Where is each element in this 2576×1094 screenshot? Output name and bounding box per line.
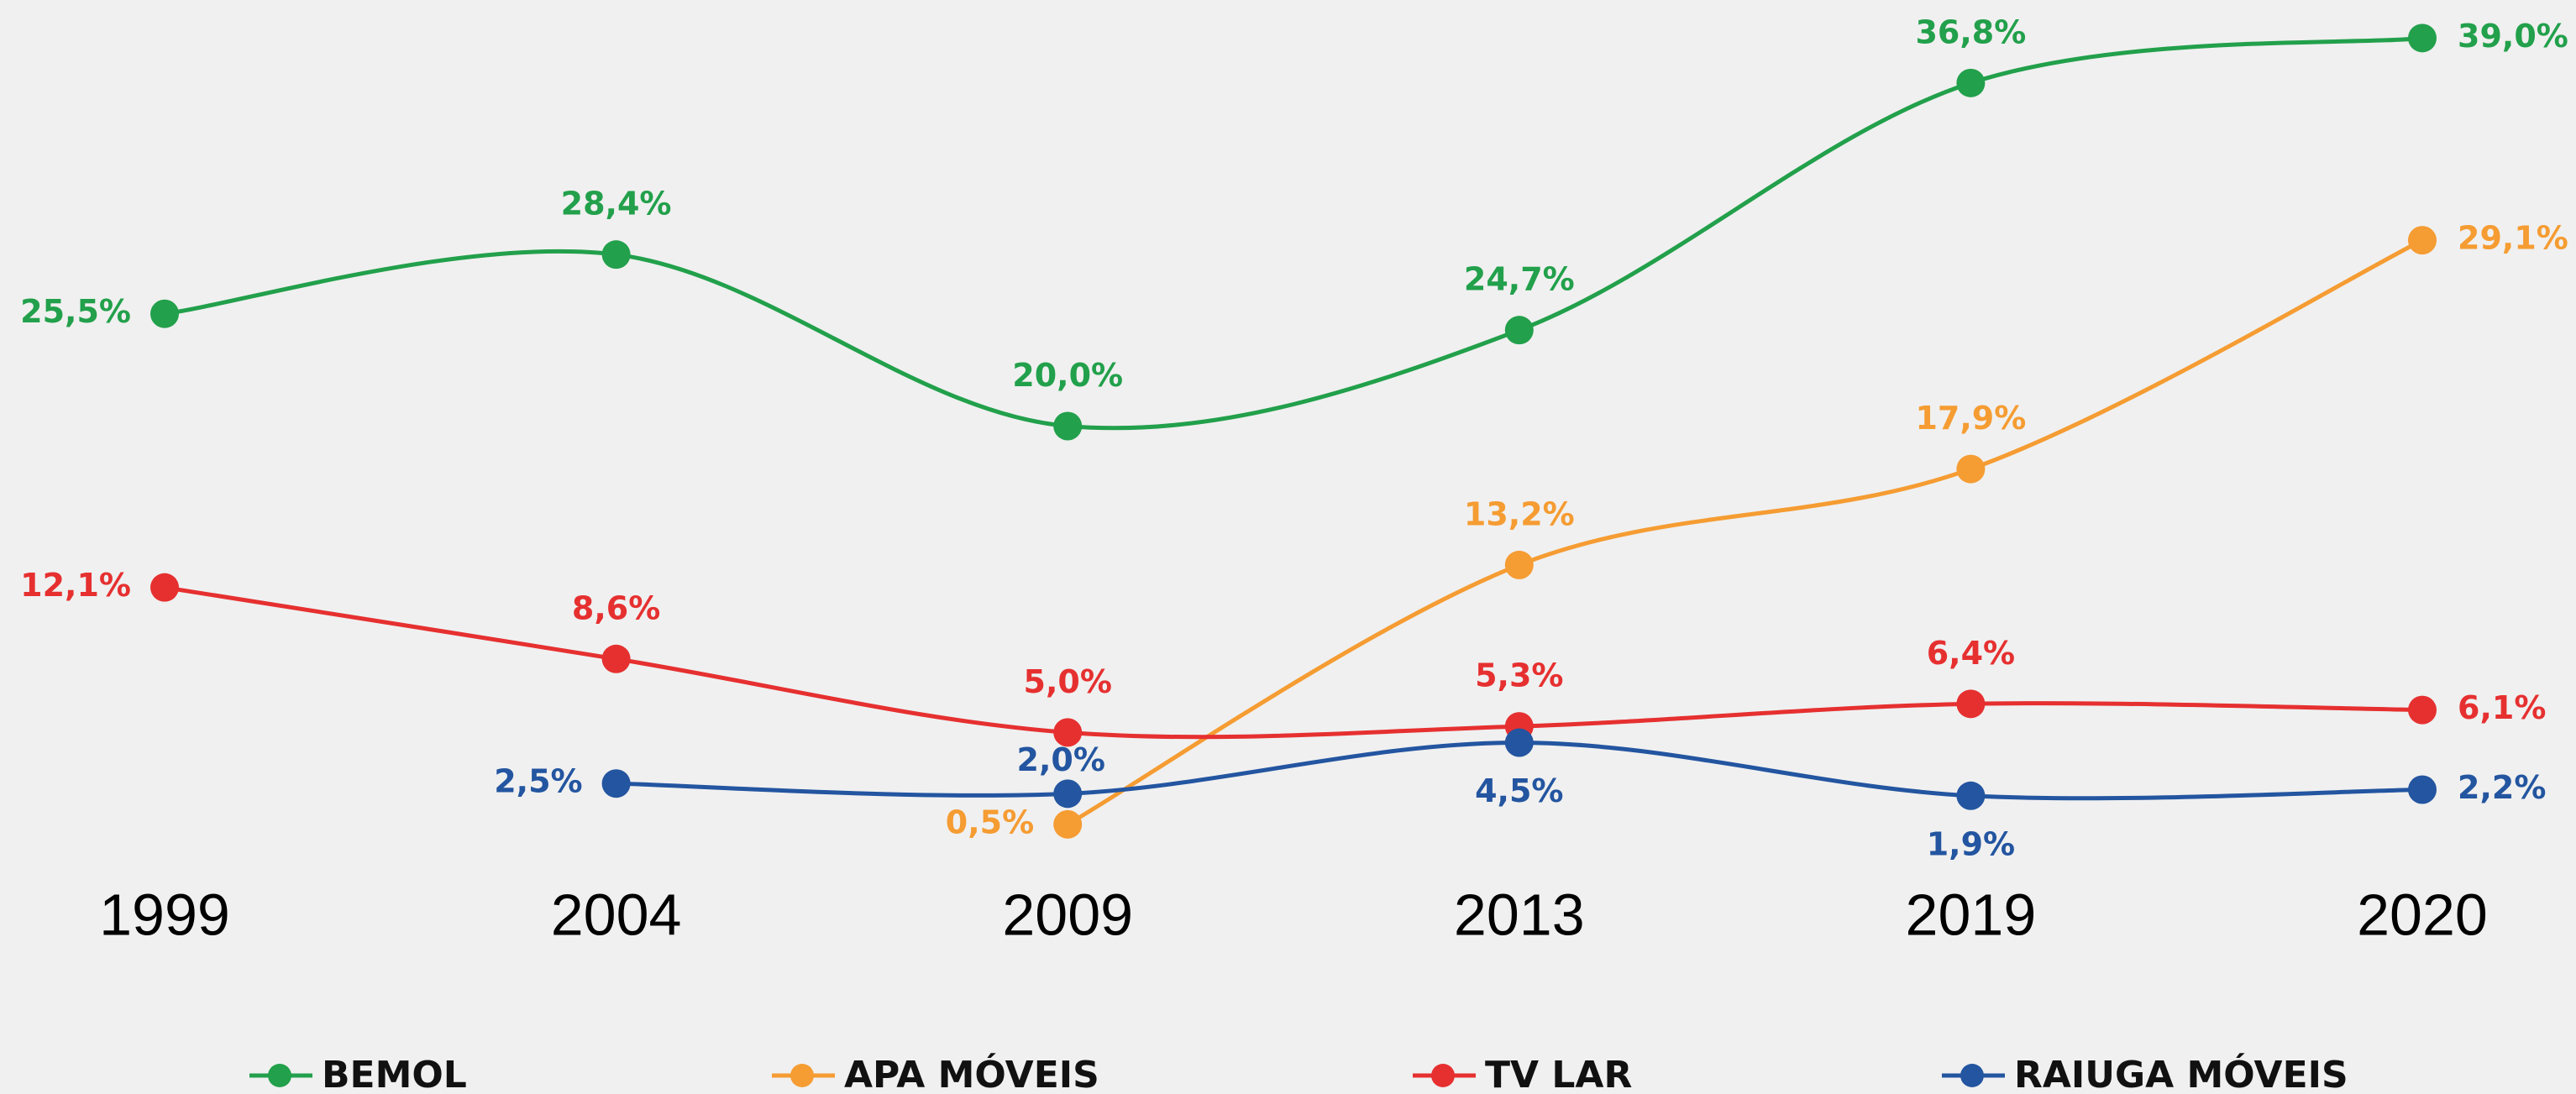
value-label: 20,0%: [1012, 357, 1123, 394]
value-label: 39,0%: [2458, 18, 2568, 55]
x-tick-label: 2019: [1906, 882, 2037, 947]
value-label: 2,0%: [1017, 741, 1105, 778]
data-point: [1956, 68, 1986, 97]
value-label: 13,2%: [1464, 495, 1575, 532]
data-point: [601, 769, 631, 798]
data-point: [2408, 226, 2437, 255]
legend-marker: [1431, 1064, 1455, 1087]
data-point: [150, 573, 179, 602]
data-point: [1956, 454, 1986, 484]
value-label: 24,7%: [1464, 261, 1575, 298]
legend-marker: [790, 1064, 814, 1087]
data-point: [2408, 775, 2437, 804]
value-label: 6,4%: [1927, 635, 2015, 672]
x-tick-label: 2020: [2357, 882, 2488, 947]
value-label: 2,2%: [2458, 769, 2546, 806]
value-label: 28,4%: [561, 186, 672, 222]
data-point: [2408, 24, 2437, 53]
value-label: 25,5%: [20, 293, 131, 330]
data-point: [1504, 316, 1534, 345]
legend-label: TV LAR: [1485, 1054, 1632, 1094]
data-point: [601, 240, 631, 270]
value-label: 4,5%: [1475, 772, 1563, 809]
value-label: 12,1%: [20, 567, 131, 604]
legend-label: APA MÓVEIS: [844, 1052, 1099, 1094]
value-label: 36,8%: [1915, 13, 2026, 50]
x-tick-label: 2009: [1002, 882, 1133, 947]
series-line: [164, 35, 2423, 431]
series-line: [1066, 238, 2424, 827]
x-tick-label: 2013: [1454, 882, 1585, 947]
data-point: [1053, 779, 1083, 809]
data-point: [1504, 550, 1534, 579]
legend-label: RAIUGA MÓVEIS: [2014, 1052, 2348, 1094]
legend-marker: [268, 1064, 291, 1087]
legend-marker: [1960, 1064, 1984, 1087]
value-label: 1,9%: [1927, 825, 2015, 862]
data-point: [1504, 728, 1534, 757]
legend-label: BEMOL: [322, 1054, 467, 1094]
data-point: [1053, 809, 1083, 839]
value-label: 6,1%: [2458, 689, 2546, 726]
data-point: [601, 644, 631, 673]
value-label: 29,1%: [2458, 220, 2568, 257]
value-label: 17,9%: [1915, 400, 2026, 437]
value-label: 5,0%: [1024, 663, 1112, 700]
x-tick-label: 2004: [551, 882, 682, 947]
x-tick-label: 1999: [99, 882, 230, 947]
value-label: 2,5%: [494, 763, 582, 800]
data-point: [150, 299, 179, 328]
value-label: 5,3%: [1475, 657, 1563, 694]
data-point: [1053, 411, 1083, 441]
data-point: [1956, 689, 1986, 719]
series-line: [164, 585, 2423, 740]
data-point: [2408, 695, 2437, 725]
data-point: [1053, 718, 1083, 747]
data-point: [1956, 781, 1986, 810]
value-label: 0,5%: [946, 803, 1034, 840]
value-label: 8,6%: [572, 589, 660, 626]
